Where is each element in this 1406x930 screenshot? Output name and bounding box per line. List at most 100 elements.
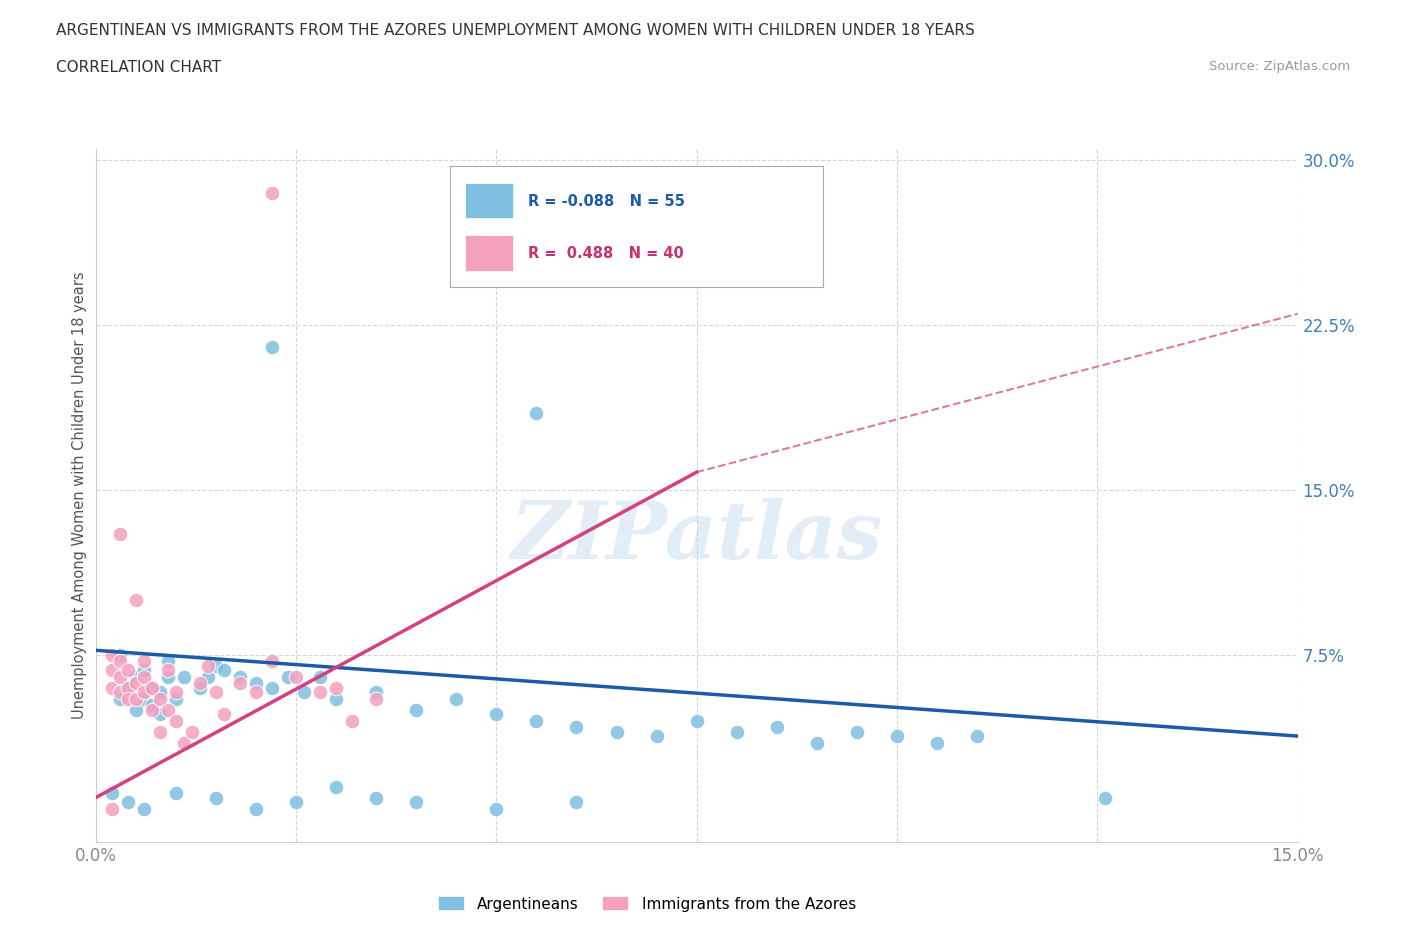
Point bbox=[325, 680, 347, 695]
Legend: Argentineans, Immigrants from the Azores: Argentineans, Immigrants from the Azores bbox=[432, 890, 862, 918]
Point bbox=[100, 802, 122, 817]
Point bbox=[229, 676, 252, 691]
Point bbox=[927, 736, 949, 751]
Point bbox=[212, 663, 235, 678]
Point bbox=[212, 707, 235, 722]
Point bbox=[132, 654, 155, 669]
Point bbox=[444, 691, 467, 706]
Point bbox=[205, 684, 228, 699]
Point bbox=[124, 676, 148, 691]
Point bbox=[141, 698, 163, 712]
Point bbox=[173, 736, 195, 751]
Point bbox=[108, 647, 131, 662]
Point bbox=[405, 794, 427, 809]
Point bbox=[260, 185, 283, 200]
Point bbox=[149, 707, 172, 722]
Point bbox=[366, 684, 388, 699]
Point bbox=[124, 702, 148, 717]
Point bbox=[117, 663, 139, 678]
Point bbox=[117, 691, 139, 706]
Text: CORRELATION CHART: CORRELATION CHART bbox=[56, 60, 221, 75]
Point bbox=[686, 713, 709, 728]
Point bbox=[284, 794, 308, 809]
Point bbox=[205, 658, 228, 673]
Point bbox=[526, 405, 548, 420]
Point bbox=[108, 526, 131, 541]
Point bbox=[165, 713, 187, 728]
Point bbox=[156, 702, 179, 717]
Point bbox=[108, 670, 131, 684]
Point bbox=[132, 691, 155, 706]
Point bbox=[260, 339, 283, 354]
Point bbox=[1094, 790, 1116, 805]
Point bbox=[565, 720, 588, 735]
Text: ARGENTINEAN VS IMMIGRANTS FROM THE AZORES UNEMPLOYMENT AMONG WOMEN WITH CHILDREN: ARGENTINEAN VS IMMIGRANTS FROM THE AZORE… bbox=[56, 23, 974, 38]
Point bbox=[108, 684, 131, 699]
Point bbox=[132, 684, 155, 699]
Point bbox=[766, 720, 789, 735]
Point bbox=[229, 670, 252, 684]
Point bbox=[117, 794, 139, 809]
Text: Source: ZipAtlas.com: Source: ZipAtlas.com bbox=[1209, 60, 1350, 73]
Point bbox=[245, 676, 267, 691]
Point bbox=[156, 654, 179, 669]
Point bbox=[165, 691, 187, 706]
Point bbox=[886, 728, 908, 743]
Point bbox=[485, 707, 508, 722]
Point bbox=[180, 724, 202, 739]
Point bbox=[565, 794, 588, 809]
Point bbox=[124, 592, 148, 607]
Point bbox=[806, 736, 828, 751]
Point bbox=[309, 684, 332, 699]
Point bbox=[846, 724, 869, 739]
Point bbox=[485, 802, 508, 817]
Point bbox=[197, 670, 219, 684]
Point bbox=[309, 670, 332, 684]
Point bbox=[526, 713, 548, 728]
Point bbox=[141, 680, 163, 695]
Y-axis label: Unemployment Among Women with Children Under 18 years: Unemployment Among Women with Children U… bbox=[72, 272, 87, 719]
Point bbox=[141, 702, 163, 717]
Point bbox=[149, 684, 172, 699]
Point bbox=[156, 663, 179, 678]
Point bbox=[245, 802, 267, 817]
Point bbox=[725, 724, 748, 739]
Point bbox=[100, 786, 122, 801]
Point bbox=[284, 670, 308, 684]
Point bbox=[165, 684, 187, 699]
Point bbox=[108, 654, 131, 669]
Point bbox=[966, 728, 988, 743]
Point bbox=[124, 670, 148, 684]
Point bbox=[132, 663, 155, 678]
Point bbox=[108, 691, 131, 706]
Point bbox=[100, 680, 122, 695]
Point bbox=[156, 670, 179, 684]
Point bbox=[205, 790, 228, 805]
Point bbox=[124, 691, 148, 706]
Point bbox=[188, 676, 211, 691]
Point bbox=[606, 724, 628, 739]
Point bbox=[277, 670, 299, 684]
Point bbox=[165, 786, 187, 801]
Text: ZIPatlas: ZIPatlas bbox=[510, 498, 883, 576]
Point bbox=[405, 702, 427, 717]
Point bbox=[149, 724, 172, 739]
Point bbox=[260, 680, 283, 695]
Point bbox=[188, 680, 211, 695]
Point bbox=[260, 654, 283, 669]
Point bbox=[117, 680, 139, 695]
Point bbox=[141, 680, 163, 695]
Point bbox=[340, 713, 363, 728]
Point bbox=[366, 691, 388, 706]
Point bbox=[292, 684, 315, 699]
Point bbox=[366, 790, 388, 805]
Point bbox=[325, 779, 347, 794]
Point bbox=[117, 680, 139, 695]
Point bbox=[149, 691, 172, 706]
Point bbox=[325, 691, 347, 706]
Point bbox=[100, 663, 122, 678]
Point bbox=[132, 802, 155, 817]
Point bbox=[197, 658, 219, 673]
Point bbox=[645, 728, 668, 743]
Point bbox=[100, 647, 122, 662]
